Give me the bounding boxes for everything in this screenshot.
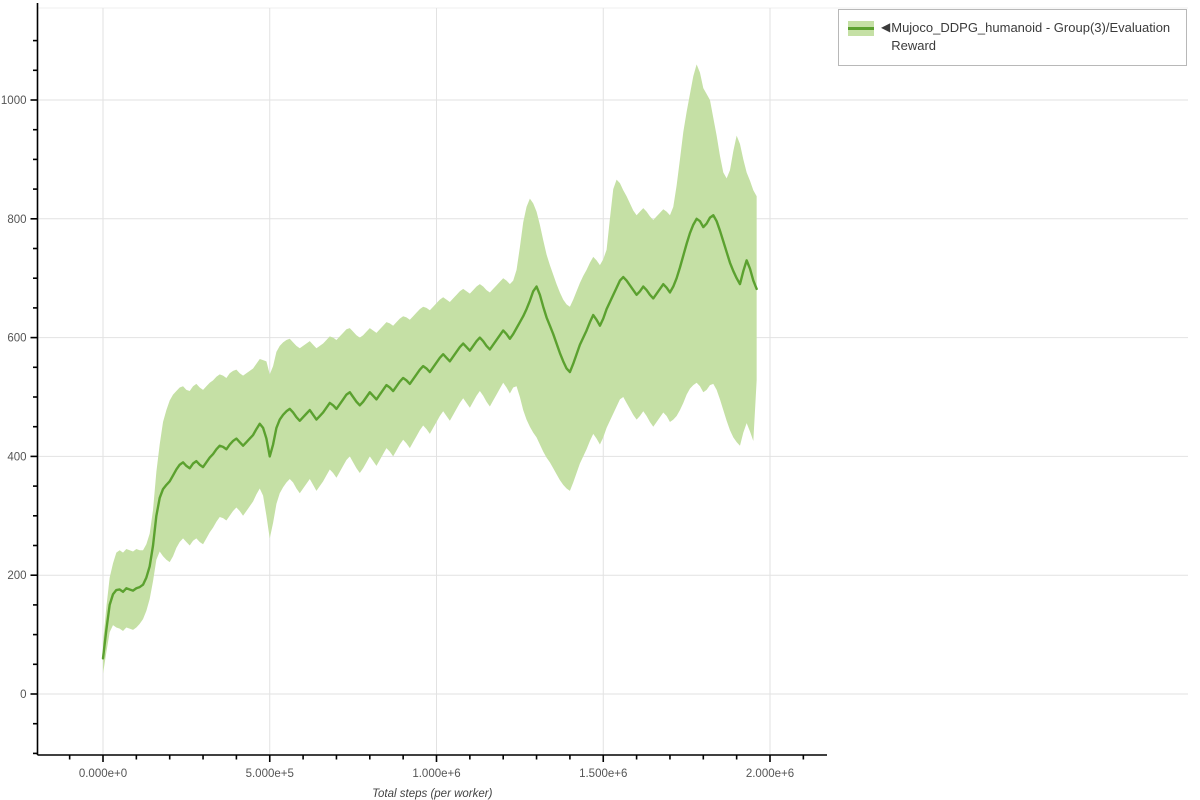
y-tick-label: 800 [7, 214, 26, 226]
x-tick-label: 1.500e+6 [579, 768, 627, 780]
x-tick-label: 5.000e+5 [246, 768, 294, 780]
x-tick-label: 2.000e+6 [746, 768, 794, 780]
mean-line [101, 214, 758, 660]
y-tick-label: 600 [7, 333, 26, 345]
legend-entry-label: Mujoco_DDPG_humanoid - Group(3)/Evaluati… [891, 20, 1171, 53]
y-tick-label: 400 [7, 451, 26, 463]
x-axis-title: Total steps (per worker) [372, 788, 493, 800]
y-axis-tick-labels: 0 200 400 600 800 1000 [1, 95, 27, 701]
x-tick-label: 0.000e+0 [79, 768, 127, 780]
legend-entry[interactable]: ◀ Mujoco_DDPG_humanoid - Group(3)/Evalua… [848, 19, 1180, 55]
confidence-band [103, 64, 757, 674]
legend-marker-icon: ◀ [881, 20, 891, 34]
x-tick-label: 1.000e+6 [412, 768, 460, 780]
legend-line-swatch [848, 27, 874, 30]
legend[interactable]: ◀ Mujoco_DDPG_humanoid - Group(3)/Evalua… [838, 9, 1187, 66]
x-axis-title-text: Total steps (per worker) [372, 788, 493, 800]
legend-color-swatch [848, 21, 874, 36]
axis-ticks [30, 39, 805, 762]
y-tick-label: 0 [20, 689, 26, 701]
y-tick-label: 200 [7, 570, 26, 582]
x-axis-tick-labels: 0.000e+0 5.000e+5 1.000e+6 1.500e+6 2.000e+6 [79, 768, 794, 780]
y-tick-label: 1000 [1, 95, 27, 107]
